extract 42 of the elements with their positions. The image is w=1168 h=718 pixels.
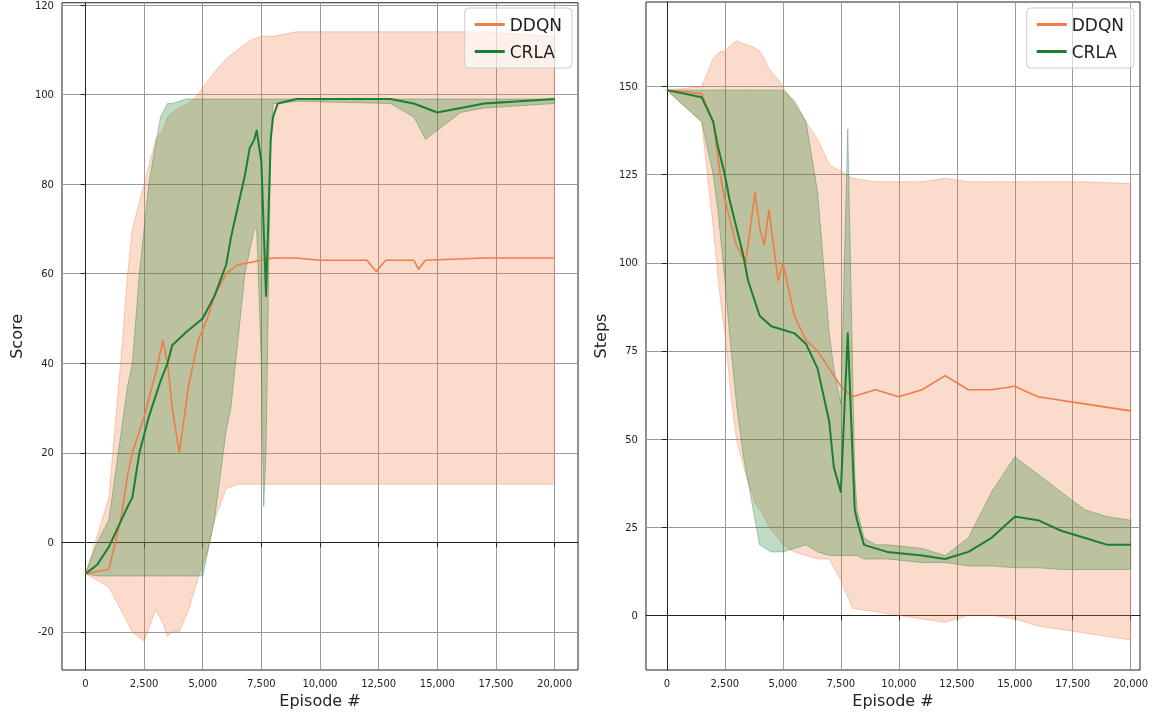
x-tick-label: 5,000	[188, 677, 218, 689]
x-tick-label: 7,500	[247, 677, 276, 689]
x-tick-label: 17,500	[1055, 677, 1091, 689]
y-tick-label: 125	[618, 169, 638, 181]
y-tick-label: 150	[618, 81, 638, 93]
x-tick-label: 2,500	[710, 677, 740, 689]
y-tick-label: 120	[34, 0, 54, 11]
y-axis-title: Steps	[590, 313, 610, 359]
y-tick-label: 100	[34, 89, 54, 101]
y-tick-label: 20	[41, 447, 54, 459]
x-axis-title: Episode #	[852, 691, 934, 711]
x-tick-label: 15,000	[997, 677, 1033, 689]
x-tick-label: 5,000	[768, 677, 798, 689]
legend-label: DDQN	[1071, 14, 1124, 35]
legend-label: CRLA	[1071, 41, 1118, 62]
x-tick-label: 12,500	[361, 677, 397, 689]
y-tick-label: 0	[47, 536, 54, 548]
x-tick-label: 0	[663, 677, 671, 689]
y-tick-label: 60	[41, 268, 54, 280]
x-tick-label: 20,000	[1113, 677, 1149, 689]
legend-label: CRLA	[509, 41, 556, 62]
x-axis-title: Episode #	[279, 691, 361, 711]
y-tick-label: -20	[37, 626, 54, 638]
x-tick-label: 10,000	[302, 677, 338, 689]
y-tick-label: 75	[625, 345, 638, 357]
x-tick-label: 10,000	[881, 677, 917, 689]
x-tick-label: 17,500	[478, 677, 514, 689]
x-tick-label: 0	[82, 677, 89, 689]
x-tick-label: 7,500	[826, 677, 856, 689]
legend-label: DDQN	[509, 14, 562, 35]
y-tick-label: 25	[625, 521, 638, 533]
y-tick-label: 100	[618, 257, 638, 269]
line-series	[84, 257, 556, 575]
y-tick-label: 0	[631, 609, 638, 621]
y-tick-label: 80	[41, 178, 54, 190]
y-tick-label: 40	[41, 357, 54, 369]
x-tick-label: 12,500	[939, 677, 975, 689]
y-tick-label: 50	[625, 433, 638, 445]
x-tick-label: 15,000	[419, 677, 455, 689]
x-tick-label: 2,500	[129, 677, 159, 689]
x-tick-label: 20,000	[537, 677, 573, 689]
y-axis-title: Score	[6, 313, 26, 359]
